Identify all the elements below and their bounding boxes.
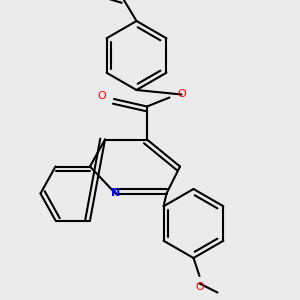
Text: O: O — [195, 281, 204, 292]
Text: O: O — [177, 89, 186, 100]
Text: N: N — [111, 188, 120, 199]
Text: O: O — [98, 91, 106, 101]
